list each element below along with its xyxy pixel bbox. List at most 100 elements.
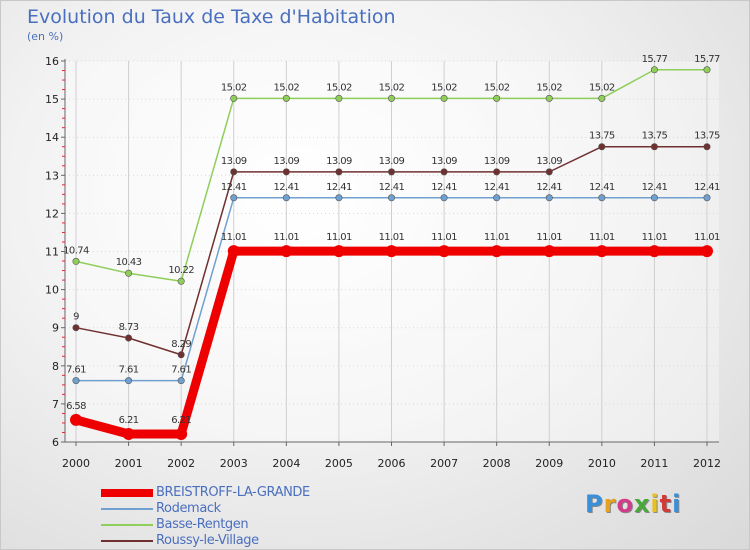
x-tick-label: 2005 xyxy=(325,457,353,470)
data-point-basse-rentgen xyxy=(598,94,606,102)
data-point-roussy-le-village xyxy=(387,168,395,176)
data-label-basse-rentgen: 15.02 xyxy=(326,82,352,93)
data-label-rodemack: 12.41 xyxy=(642,182,668,193)
data-point-roussy-le-village xyxy=(545,168,553,176)
y-tick-label: 14 xyxy=(45,131,59,144)
data-label-basse-rentgen: 10.74 xyxy=(63,245,89,256)
data-point-roussy-le-village xyxy=(125,334,133,342)
x-tick-label: 2004 xyxy=(272,457,300,470)
data-point-basse-rentgen xyxy=(282,94,290,102)
x-tick-label: 2001 xyxy=(115,457,143,470)
data-point-breistroff-la-grande xyxy=(595,245,608,258)
data-point-breistroff-la-grande xyxy=(701,245,713,258)
y-tick-label: 7 xyxy=(52,398,59,411)
data-point-rodemack xyxy=(387,194,395,202)
data-point-basse-rentgen xyxy=(703,66,711,74)
data-label-breistroff-la-grande: 11.01 xyxy=(484,232,510,243)
data-point-rodemack xyxy=(335,194,343,202)
data-point-roussy-le-village xyxy=(493,168,501,176)
data-label-basse-rentgen: 10.43 xyxy=(116,257,142,268)
data-label-basse-rentgen: 15.02 xyxy=(431,82,457,93)
x-tick-label: 2012 xyxy=(693,457,721,470)
legend-swatch xyxy=(101,489,153,497)
data-label-roussy-le-village: 13.75 xyxy=(642,131,668,142)
data-point-basse-rentgen xyxy=(545,94,553,102)
data-label-breistroff-la-grande: 6.21 xyxy=(119,415,139,426)
data-label-breistroff-la-grande: 11.01 xyxy=(536,232,562,243)
legend-label: BREISTROFF-LA-GRANDE xyxy=(156,485,310,500)
data-label-rodemack: 12.41 xyxy=(274,182,300,193)
data-point-roussy-le-village xyxy=(282,168,290,176)
data-label-basse-rentgen: 15.02 xyxy=(536,82,562,93)
legend-swatch xyxy=(101,508,153,510)
data-point-breistroff-la-grande xyxy=(332,245,345,258)
data-point-basse-rentgen xyxy=(493,94,501,102)
data-label-breistroff-la-grande: 11.01 xyxy=(221,232,247,243)
data-point-breistroff-la-grande xyxy=(648,245,661,258)
data-label-rodemack: 12.41 xyxy=(431,182,457,193)
x-tick-label: 2011 xyxy=(640,457,668,470)
data-label-breistroff-la-grande: 11.01 xyxy=(694,232,720,243)
data-point-roussy-le-village xyxy=(230,168,238,176)
y-tick-label: 6 xyxy=(52,436,59,449)
x-tick-label: 2000 xyxy=(62,457,90,470)
x-tick-label: 2006 xyxy=(378,457,406,470)
data-label-roussy-le-village: 13.75 xyxy=(589,131,615,142)
data-label-breistroff-la-grande: 11.01 xyxy=(589,232,615,243)
proxiti-logo: Proxiti xyxy=(585,490,681,518)
y-tick-label: 15 xyxy=(45,93,59,106)
data-label-basse-rentgen: 15.02 xyxy=(379,82,405,93)
line-chart: 6 7 8 9 10 11 12 13 14 15 16 2000 2001 2002 2003 2004 20… xyxy=(45,54,721,470)
data-point-roussy-le-village xyxy=(703,143,711,151)
data-point-basse-rentgen xyxy=(650,66,658,74)
data-label-roussy-le-village: 13.75 xyxy=(694,131,720,142)
y-tick-label: 9 xyxy=(52,322,59,335)
y-tick-label: 8 xyxy=(52,360,59,373)
data-point-breistroff-la-grande xyxy=(70,413,82,426)
data-label-breistroff-la-grande: 11.01 xyxy=(431,232,457,243)
data-label-basse-rentgen: 15.77 xyxy=(642,54,668,65)
data-label-rodemack: 12.41 xyxy=(589,182,615,193)
data-label-roussy-le-village: 13.09 xyxy=(274,156,300,167)
data-label-rodemack: 7.61 xyxy=(171,365,191,376)
data-label-rodemack: 7.61 xyxy=(119,365,139,376)
data-label-rodemack: 12.41 xyxy=(379,182,405,193)
data-point-rodemack xyxy=(177,377,185,385)
data-point-basse-rentgen xyxy=(387,94,395,102)
data-label-roussy-le-village: 13.09 xyxy=(379,156,405,167)
y-axis-unit-label: (en %) xyxy=(27,30,64,43)
data-point-roussy-le-village xyxy=(650,143,658,151)
data-point-basse-rentgen xyxy=(230,94,238,102)
data-label-basse-rentgen: 15.02 xyxy=(589,82,615,93)
data-label-roussy-le-village: 13.09 xyxy=(536,156,562,167)
logo-letter: t xyxy=(659,490,673,518)
data-label-roussy-le-village: 13.09 xyxy=(326,156,352,167)
data-label-rodemack: 7.61 xyxy=(66,365,86,376)
data-label-breistroff-la-grande: 6.58 xyxy=(66,401,86,412)
data-point-roussy-le-village xyxy=(177,351,185,359)
data-point-breistroff-la-grande xyxy=(438,245,451,258)
data-label-breistroff-la-grande: 11.01 xyxy=(642,232,668,243)
data-label-breistroff-la-grande: 11.01 xyxy=(326,232,352,243)
data-label-roussy-le-village: 13.09 xyxy=(431,156,457,167)
logo-letter: r xyxy=(603,490,617,518)
data-point-roussy-le-village xyxy=(440,168,448,176)
data-label-basse-rentgen: 15.02 xyxy=(484,82,510,93)
x-tick-label: 2007 xyxy=(430,457,458,470)
y-tick-label: 13 xyxy=(45,169,59,182)
data-label-breistroff-la-grande: 11.01 xyxy=(379,232,405,243)
data-label-rodemack: 12.41 xyxy=(221,182,247,193)
data-point-breistroff-la-grande xyxy=(543,245,556,258)
logo-letter: o xyxy=(616,490,634,518)
data-point-roussy-le-village xyxy=(72,324,80,332)
data-point-breistroff-la-grande xyxy=(175,427,188,440)
data-label-basse-rentgen: 15.77 xyxy=(694,54,720,65)
data-point-rodemack xyxy=(703,194,711,202)
data-point-breistroff-la-grande xyxy=(122,427,135,440)
data-label-roussy-le-village: 8.73 xyxy=(119,322,139,333)
data-point-breistroff-la-grande xyxy=(490,245,503,258)
chart-title: Evolution du Taux de Taxe d'Habitation xyxy=(27,6,396,28)
legend-label: Roussy-le-Village xyxy=(156,533,259,548)
data-point-basse-rentgen xyxy=(335,94,343,102)
